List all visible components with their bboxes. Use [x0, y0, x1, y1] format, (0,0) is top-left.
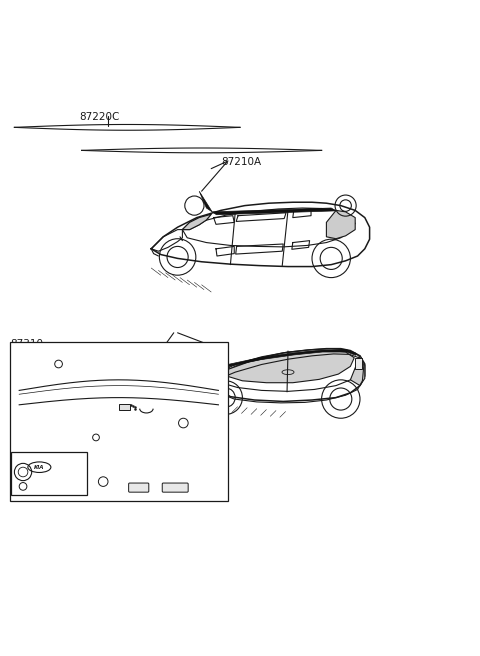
FancyBboxPatch shape — [162, 483, 188, 492]
Text: 87310: 87310 — [11, 338, 44, 348]
FancyBboxPatch shape — [10, 342, 228, 501]
FancyBboxPatch shape — [355, 358, 362, 369]
Text: 1125KQ: 1125KQ — [85, 436, 123, 445]
Text: 1249BD: 1249BD — [73, 365, 110, 375]
Text: 87259: 87259 — [52, 357, 82, 366]
Polygon shape — [326, 211, 355, 239]
Text: KIA: KIA — [34, 464, 45, 470]
Polygon shape — [226, 350, 354, 382]
Text: 87756J: 87756J — [170, 419, 203, 427]
Text: 81750B: 81750B — [93, 384, 129, 394]
Polygon shape — [202, 342, 218, 364]
FancyBboxPatch shape — [11, 452, 87, 495]
Text: 87220C: 87220C — [79, 112, 120, 122]
Text: 92506A: 92506A — [180, 493, 216, 502]
Text: 92508B: 92508B — [19, 492, 56, 501]
Text: 18645B: 18645B — [19, 458, 56, 466]
Text: 92509: 92509 — [139, 493, 169, 502]
Text: 87210A: 87210A — [221, 157, 261, 167]
FancyBboxPatch shape — [119, 404, 130, 409]
FancyBboxPatch shape — [216, 361, 225, 374]
Text: 18645B: 18645B — [92, 493, 129, 502]
Polygon shape — [226, 350, 356, 367]
Text: 1243DJ: 1243DJ — [81, 375, 115, 384]
Polygon shape — [212, 208, 336, 215]
Polygon shape — [350, 356, 365, 386]
FancyBboxPatch shape — [129, 483, 149, 492]
Polygon shape — [182, 215, 211, 230]
Polygon shape — [199, 191, 212, 212]
